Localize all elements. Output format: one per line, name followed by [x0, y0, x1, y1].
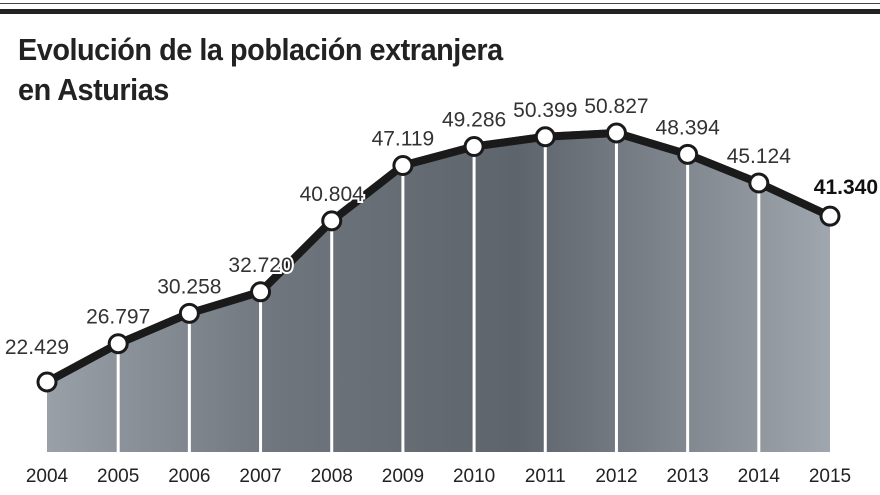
- series-line: [45, 129, 832, 386]
- top-rule-thick: [0, 9, 880, 14]
- title-line-2: en Asturias: [18, 72, 169, 107]
- data-label: 26.797: [86, 306, 150, 329]
- data-point: [107, 333, 129, 355]
- data-label: 22.429: [5, 336, 69, 359]
- data-label: 40.804: [300, 183, 365, 206]
- data-point: [534, 126, 556, 148]
- x-tick-label: 2009: [382, 466, 424, 487]
- x-tick-label: 2012: [595, 466, 637, 487]
- data-label: 50.827: [584, 95, 648, 118]
- data-point: [178, 302, 200, 324]
- data-point: [36, 371, 58, 393]
- x-tick-label: 2014: [738, 466, 781, 487]
- chart-title: Evolución de la población extranjera en …: [18, 30, 503, 110]
- x-tick-label: 2007: [239, 466, 281, 487]
- x-tick-label: 2006: [168, 466, 210, 487]
- x-tick-label: 2008: [311, 466, 353, 487]
- data-label: 48.394: [656, 116, 721, 139]
- data-label: 47.119: [372, 128, 435, 151]
- data-label: 30.258: [157, 275, 221, 298]
- data-label: 45.124: [727, 145, 792, 168]
- background-photo-area: [47, 129, 830, 452]
- data-point: [250, 281, 272, 303]
- data-point: [463, 136, 485, 158]
- data-label: 32.720: [228, 254, 292, 277]
- x-tick-label: 2005: [97, 466, 139, 487]
- x-tick-label: 2011: [525, 466, 566, 487]
- data-label: 41.340: [814, 176, 878, 199]
- x-tick-label: 2013: [666, 466, 708, 487]
- x-tick-label: 2010: [453, 466, 495, 487]
- data-point: [819, 205, 841, 227]
- data-point: [748, 172, 770, 194]
- data-point: [321, 210, 343, 232]
- top-rule-thin: [0, 3, 880, 4]
- x-tick-label: 2015: [809, 466, 851, 487]
- x-tick-label: 2004: [26, 466, 69, 487]
- title-line-1: Evolución de la población extranjera: [18, 32, 503, 67]
- data-label: 49.286: [442, 109, 506, 132]
- data-point: [392, 155, 414, 177]
- data-label: 50.399: [513, 99, 577, 122]
- data-point: [605, 122, 627, 144]
- data-point: [677, 143, 699, 165]
